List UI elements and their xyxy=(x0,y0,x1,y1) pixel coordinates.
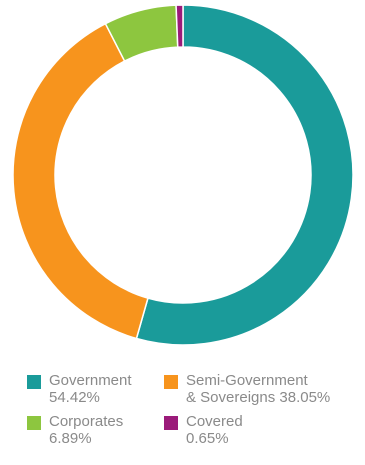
legend-label-corporates: Corporates xyxy=(49,413,124,430)
legend-swatch-semi-government xyxy=(164,375,178,389)
legend-value-corporates: 6.89% xyxy=(49,430,92,447)
legend-item-government: Government 54.42% xyxy=(27,372,164,406)
legend-item-semi-government: Semi-Government & Sovereigns 38.05% xyxy=(164,372,357,406)
legend-swatch-covered xyxy=(164,416,178,430)
legend-item-covered: Covered 0.65% xyxy=(164,413,357,447)
legend-value-covered: 0.65% xyxy=(186,430,229,447)
legend: Government 54.42% Semi-Government & Sove… xyxy=(27,372,357,447)
legend-swatch-corporates xyxy=(27,416,41,430)
legend-swatch-government xyxy=(27,375,41,389)
legend-label-covered: Covered xyxy=(186,413,243,430)
donut-chart xyxy=(12,4,354,346)
legend-value-government: 54.42% xyxy=(49,389,100,406)
legend-label-government: Government xyxy=(49,372,132,389)
slice-covered xyxy=(175,4,184,48)
legend-item-corporates: Corporates 6.89% xyxy=(27,413,164,447)
legend-label-semi-government: Semi-Government xyxy=(186,372,308,389)
slice-semi-government-sovereigns xyxy=(12,22,149,340)
legend-value-semi-government: & Sovereigns 38.05% xyxy=(186,389,331,406)
slice-government xyxy=(135,4,354,346)
